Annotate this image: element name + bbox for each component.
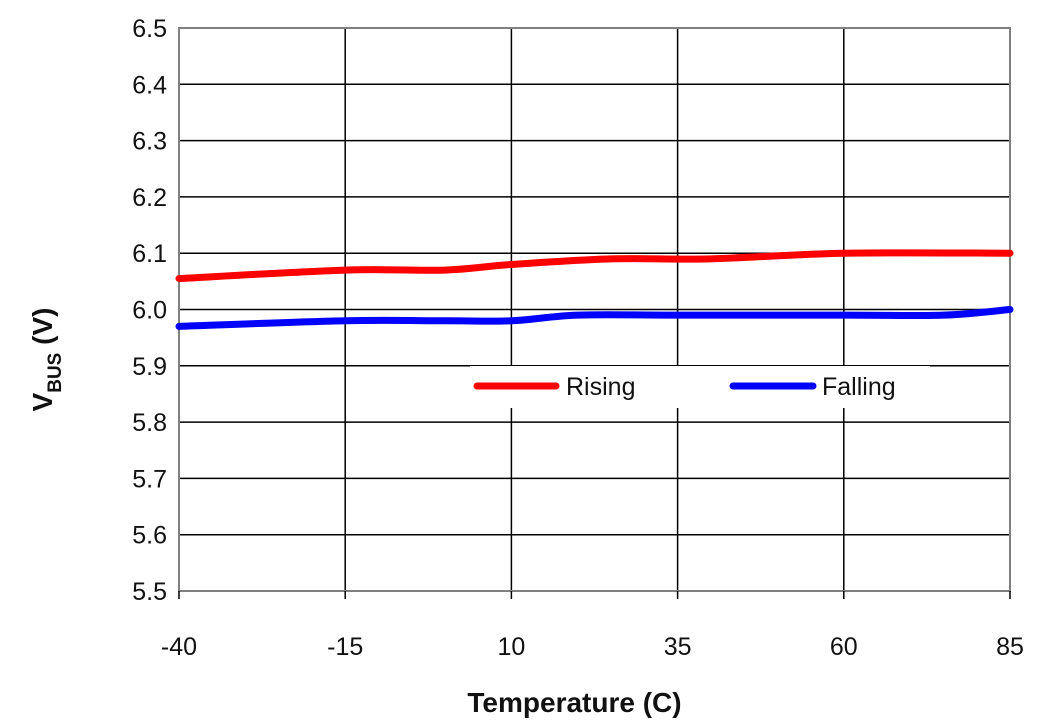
x-axis-ticks [178,591,1011,599]
series-line-falling [175,306,1014,330]
y-axis-title-suffix: (V) [27,308,58,353]
x-tick-label: 10 [497,633,525,661]
x-tick-label: -40 [161,633,197,661]
legend-label-falling: Falling [822,373,896,401]
y-tick-label: 5.6 [132,522,167,550]
legend-label-rising: Rising [566,373,635,401]
y-tick-label: 6.2 [132,184,167,212]
x-tick-label: -15 [327,633,363,661]
series-lines [175,249,1014,330]
x-axis-title: Temperature (C) [467,687,681,718]
y-axis-title-main: V [27,392,58,411]
y-tick-label: 5.7 [132,465,167,493]
y-tick-label: 6.5 [132,15,167,43]
y-tick-label: 6.4 [132,71,167,99]
y-tick-label: 5.5 [132,578,167,606]
y-axis-title: VBUS (V) [27,308,66,412]
y-tick-label: 6.1 [132,240,167,268]
x-tick-label: 85 [996,633,1024,661]
y-axis-tick-labels: 5.5 5.6 5.7 5.8 5.9 6.0 6.1 6.2 6.3 6.4 6.5 [132,15,167,606]
series-line-rising [175,249,1014,283]
x-axis-tick-labels: -40 -15 10 35 60 85 [161,633,1024,661]
y-tick-label: 6.0 [132,297,167,325]
legend: Rising Falling [470,366,930,408]
x-tick-label: 35 [664,633,692,661]
y-tick-label: 5.9 [132,353,167,381]
y-axis-title-subscript: BUS [45,353,66,393]
y-tick-label: 6.3 [132,128,167,156]
y-tick-label: 5.8 [132,409,167,437]
x-tick-label: 60 [830,633,858,661]
